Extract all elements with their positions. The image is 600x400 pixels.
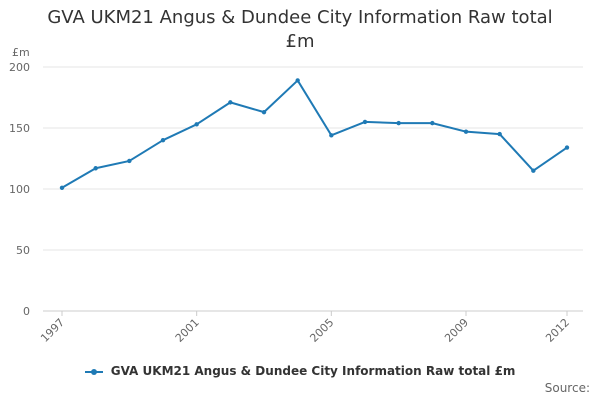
data-point-1999[interactable] [127,158,132,164]
series-line-0 [61,79,568,189]
y-tick-label-100: 100 [9,183,30,196]
data-point-2004[interactable] [295,78,300,83]
y-axis-unit-label: £m [12,46,30,59]
y-tick-label-50: 50 [16,244,30,257]
x-tick-label-2005: 2005 [307,316,336,345]
legend-label: GVA UKM21 Angus & Dundee City Informatio… [110,364,516,378]
data-point-2010[interactable] [497,131,502,137]
data-point-2005[interactable] [329,133,334,138]
chart-title-line-2: £m [285,31,315,52]
y-tick-label-200: 200 [9,61,30,74]
y-tick-label-150: 150 [9,122,30,135]
data-point-2008[interactable] [430,120,435,126]
data-point-2009[interactable] [463,129,469,134]
data-point-2000[interactable] [160,138,166,143]
data-point-2001[interactable] [194,122,199,127]
data-point-2011[interactable] [531,168,536,173]
data-point-1998[interactable] [93,166,98,171]
x-tick-label-2001: 2001 [173,316,202,345]
data-point-2006[interactable] [362,119,368,125]
source-label: Source: [544,381,590,395]
data-point-2003[interactable] [261,109,267,115]
x-tick-label-1997: 1997 [38,316,67,345]
x-tick-label-2009: 2009 [442,316,471,345]
chart-title-line-1: GVA UKM21 Angus & Dundee City Informatio… [47,7,553,28]
legend-swatch-icon [84,366,103,378]
y-tick-label-0: 0 [23,305,30,318]
legend[interactable]: GVA UKM21 Angus & Dundee City Informatio… [0,364,600,378]
data-point-2007[interactable] [396,120,401,126]
data-point-2002[interactable] [228,100,233,105]
chart-title: GVA UKM21 Angus & Dundee City Informatio… [0,6,600,54]
data-point-1997[interactable] [59,185,65,190]
data-point-2012[interactable] [564,145,570,150]
x-tick-label-2012: 2012 [543,316,572,345]
